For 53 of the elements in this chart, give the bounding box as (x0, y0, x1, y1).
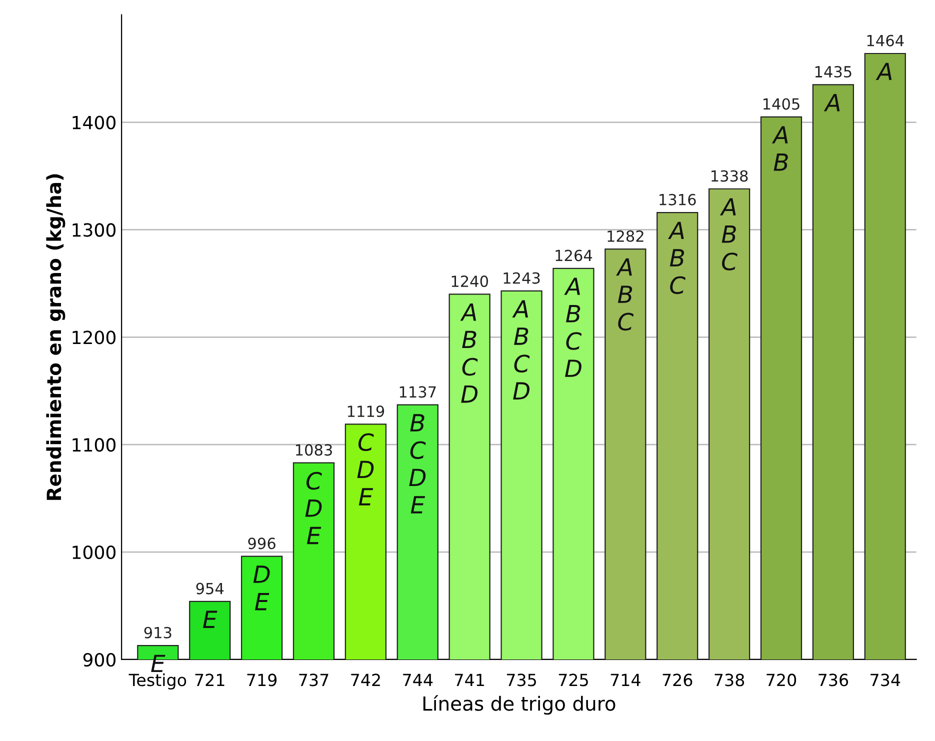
annotation: A B C D (460, 304, 478, 403)
x-tick-label: 744 (403, 674, 433, 686)
annotation: A (824, 94, 840, 112)
x-tick-label: 721 (195, 674, 224, 686)
data-label: 1083 (296, 444, 332, 456)
data-label: 1264 (556, 250, 592, 262)
x-tick-label: 725 (558, 674, 588, 686)
data-label: 1464 (867, 34, 904, 46)
annotation: B C D E (409, 414, 426, 514)
x-tick-label: 719 (247, 674, 277, 686)
annotation: E (203, 610, 218, 628)
x-tick-label: 737 (299, 674, 328, 686)
x-tick-label: 734 (870, 674, 900, 686)
x-axis-title: Líneas de trigo duro (423, 695, 616, 715)
data-label: 996 (248, 538, 276, 550)
data-label: 913 (144, 626, 172, 638)
y-axis-title: Rendimiento en grano (kg/ha) (46, 174, 66, 500)
annotation: A B C D (564, 278, 582, 377)
annotation: A (876, 62, 892, 80)
y-tick-label: 1200 (72, 330, 116, 344)
data-label: 1119 (348, 406, 384, 418)
data-label: 1282 (608, 230, 644, 242)
data-label: 1137 (400, 386, 436, 398)
y-tick-label: 1100 (72, 438, 116, 452)
y-tick-label: 900 (83, 652, 116, 667)
annotation: C D E (357, 433, 374, 506)
annotation: C D E (305, 472, 322, 544)
x-tick-label: 736 (818, 674, 848, 686)
x-tick-label: 742 (351, 674, 380, 686)
annotation: D E (253, 566, 270, 610)
annotation: E (151, 654, 166, 672)
data-label: 1405 (763, 98, 800, 110)
x-tick-label: Testigo (128, 673, 186, 690)
y-tick-label: 1000 (72, 546, 116, 560)
data-label: 954 (196, 582, 224, 594)
data-label: 1338 (712, 170, 748, 182)
annotation: A B C (720, 198, 738, 270)
x-tick-label: 741 (455, 674, 484, 686)
data-label: 1316 (660, 194, 696, 206)
data-label: 1240 (452, 275, 488, 288)
x-tick-label: 735 (506, 674, 536, 686)
x-tick-label: 720 (766, 674, 796, 686)
annotation: A B (772, 126, 788, 171)
data-label: 1435 (815, 66, 852, 78)
y-tick-label: 1400 (72, 116, 116, 130)
annotation: A B C (668, 222, 686, 294)
y-tick-label: 1300 (72, 223, 116, 237)
annotation: A B C D (512, 300, 530, 400)
x-tick-label: 714 (610, 674, 640, 686)
annotation: A B C (616, 258, 634, 331)
x-tick-label: 738 (714, 674, 744, 686)
x-tick-label: 726 (662, 674, 692, 686)
data-label: 1243 (504, 272, 540, 284)
